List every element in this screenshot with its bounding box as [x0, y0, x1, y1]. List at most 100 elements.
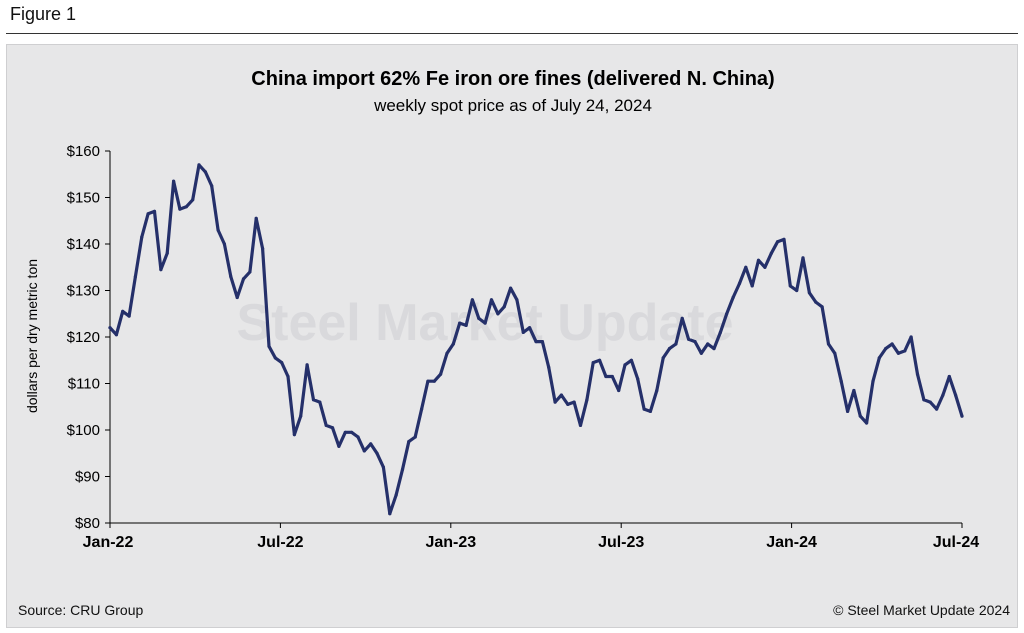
data-point: [915, 372, 920, 376]
data-point: [489, 298, 494, 302]
y-tick-label: $160: [67, 143, 100, 160]
data-point: [172, 179, 176, 183]
data-point: [261, 247, 265, 251]
data-point: [547, 365, 551, 369]
data-point: [229, 275, 233, 279]
data-point: [496, 312, 500, 316]
data-point: [375, 451, 379, 455]
data-point: [178, 207, 182, 211]
data-point: [432, 379, 436, 383]
data-point: [572, 400, 576, 404]
data-point: [133, 275, 137, 279]
data-point: [865, 421, 869, 425]
data-point: [203, 170, 207, 174]
data-point: [350, 430, 354, 434]
data-point: [839, 379, 843, 383]
data-point: [248, 270, 252, 274]
data-point: [598, 358, 602, 362]
x-tick-label: Jul-23: [598, 534, 644, 551]
data-point: [585, 398, 589, 402]
data-point: [369, 442, 373, 446]
data-point: [591, 361, 595, 365]
data-point: [159, 268, 163, 272]
data-point: [674, 342, 678, 346]
data-point: [470, 298, 474, 302]
data-point: [566, 402, 570, 406]
chart-panel: Steel Market Update China import 62% Fe …: [6, 44, 1018, 628]
source-note: Source: CRU Group: [18, 602, 144, 618]
data-point: [604, 374, 608, 379]
data-point: [299, 414, 303, 418]
data-point: [807, 291, 812, 295]
y-tick-label: $140: [67, 236, 100, 253]
data-point: [578, 423, 583, 427]
data-point: [642, 407, 646, 411]
data-point: [553, 400, 557, 404]
data-point: [884, 347, 888, 351]
x-tick-label: Jul-22: [257, 534, 303, 551]
data-point: [273, 356, 277, 360]
data-point: [540, 340, 545, 344]
data-point: [165, 251, 169, 255]
data-point: [826, 342, 831, 346]
data-point: [356, 435, 360, 439]
data-point: [464, 323, 468, 327]
figure-label: Figure 1: [10, 4, 77, 24]
data-point: [400, 467, 405, 472]
data-point: [114, 333, 118, 337]
data-point: [534, 340, 538, 344]
data-point: [795, 288, 799, 293]
data-point: [776, 240, 780, 244]
data-point: [515, 298, 519, 302]
data-point: [667, 347, 672, 351]
data-point: [445, 351, 449, 355]
data-point: [788, 284, 792, 288]
y-tick-label: $100: [67, 422, 100, 439]
data-point: [896, 351, 901, 355]
data-point: [833, 351, 837, 355]
series-group: [108, 163, 964, 516]
data-point: [451, 342, 455, 346]
data-point: [305, 363, 309, 367]
data-point: [782, 237, 786, 241]
data-point: [324, 423, 328, 427]
data-point: [210, 184, 214, 188]
y-ticks: $80 $90 $100 $110 $120 $130 $140 $150 $160: [67, 143, 110, 532]
data-point: [362, 449, 366, 453]
data-point: [292, 433, 296, 437]
data-point: [661, 356, 665, 360]
data-point: [121, 309, 125, 313]
y-tick-label: $120: [67, 329, 100, 346]
data-point: [458, 321, 462, 325]
data-point: [477, 316, 481, 320]
data-point: [954, 393, 958, 397]
data-point: [756, 258, 761, 262]
data-point: [318, 400, 322, 404]
data-point: [235, 295, 239, 300]
y-tick-label: $150: [67, 190, 100, 207]
data-point: [922, 398, 926, 402]
data-point: [254, 216, 258, 220]
data-point: [483, 321, 487, 325]
data-point: [330, 426, 335, 430]
data-point: [636, 377, 640, 381]
chart-subtitle: weekly spot price as of July 24, 2024: [373, 96, 652, 115]
data-point: [699, 351, 703, 355]
data-point: [814, 300, 818, 304]
data-point: [928, 400, 932, 404]
data-point: [712, 347, 716, 351]
data-point: [222, 242, 226, 246]
data-point: [687, 337, 691, 341]
data-point: [750, 284, 754, 288]
data-point: [909, 335, 913, 339]
data-point: [509, 286, 513, 290]
data-point: [737, 281, 742, 286]
data-point: [108, 326, 112, 330]
data-point: [801, 256, 805, 260]
copyright-note: © Steel Market Update 2024: [833, 602, 1010, 618]
data-point: [216, 228, 220, 232]
data-point: [947, 374, 951, 379]
data-point: [890, 342, 894, 346]
data-point: [693, 340, 697, 344]
x-tick-label: Jul-24: [933, 534, 979, 551]
